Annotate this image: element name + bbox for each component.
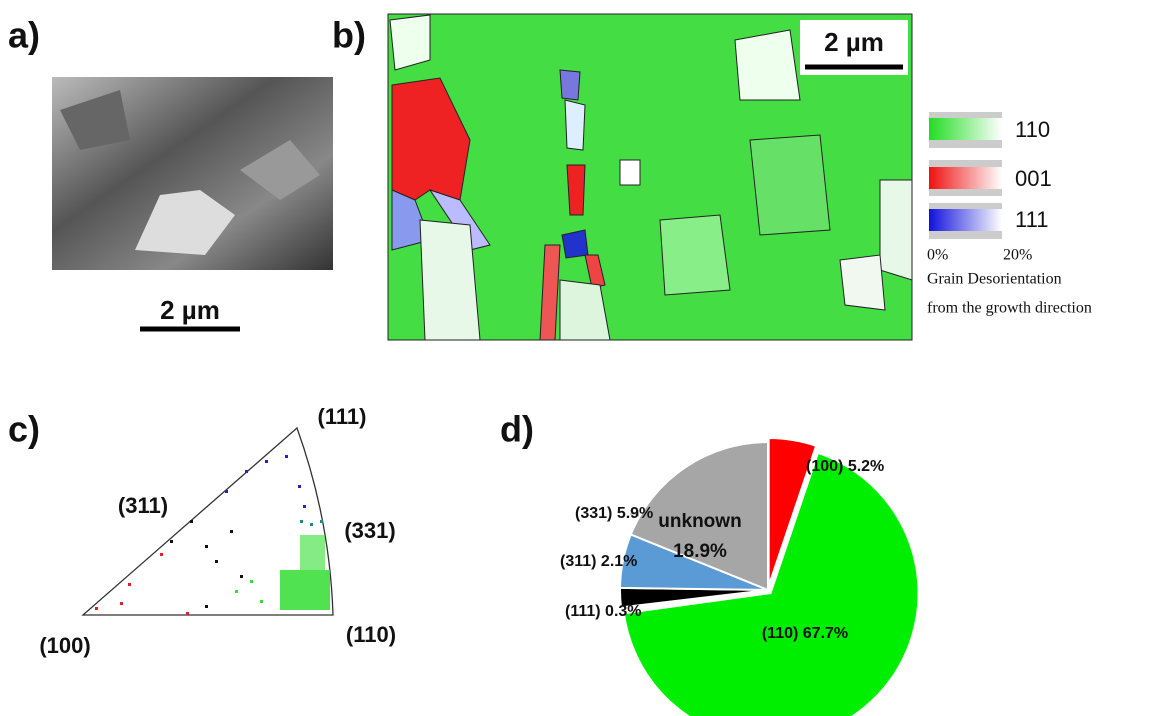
slice-label: (111) 0.3% [565, 603, 642, 620]
slice-category: (311) [560, 553, 596, 570]
pole-label: (331) [344, 518, 395, 543]
legend-swatch [929, 167, 1002, 189]
slice-category: (100) [806, 458, 843, 475]
slice-label: (331) 5.9% [575, 505, 653, 522]
slice-category: (111) [565, 603, 601, 620]
caption: Grain Desorientation [927, 271, 1062, 288]
slice-label: (311) 2.1% [560, 553, 637, 570]
pole-label: (110) [346, 622, 396, 647]
range-label: 0% [927, 247, 948, 264]
pie: (100) 5.2% (110) 67.7% (111) 0.3% (311) 2.1… [560, 438, 919, 716]
legend-label: 001 [1015, 166, 1052, 191]
figure: a) 2 µm b) 2 µm 110 001 111 0% 20% Grain [0, 0, 1151, 716]
slice-category: (110) [762, 625, 798, 642]
caption: from the growth direction [927, 300, 1092, 317]
slice-value: 5.2% [848, 458, 884, 475]
panel-label: d) [500, 409, 534, 450]
legend-swatch [929, 118, 1002, 140]
panel-label: b) [332, 15, 366, 56]
legend-label: 111 [1015, 207, 1048, 232]
scale-bar-label: 2 µm [824, 27, 884, 57]
scale-bar-label: 2 µm [160, 295, 220, 325]
slice-value: 18.9% [673, 541, 727, 562]
slice-category: (331) [575, 505, 612, 522]
pole-label: (100) [39, 633, 90, 658]
panel-label: c) [8, 409, 40, 450]
pole-label: (111) [318, 404, 367, 429]
panel-label: a) [8, 15, 40, 56]
slice-value: 2.1% [601, 553, 637, 570]
pole-points [95, 455, 330, 615]
slice-value: 67.7% [803, 625, 848, 642]
legend-swatch [929, 209, 1002, 231]
slice-category: unknown [658, 511, 741, 532]
pole-label: (311) [118, 493, 168, 518]
slice-value: 0.3% [605, 603, 641, 620]
slice-label: (100) 5.2% [806, 458, 884, 475]
slice-value: 5.9% [617, 505, 653, 522]
slice-label: (110) 67.7% [762, 625, 848, 642]
legend-label: 110 [1015, 117, 1050, 142]
range-label: 20% [1003, 247, 1032, 264]
